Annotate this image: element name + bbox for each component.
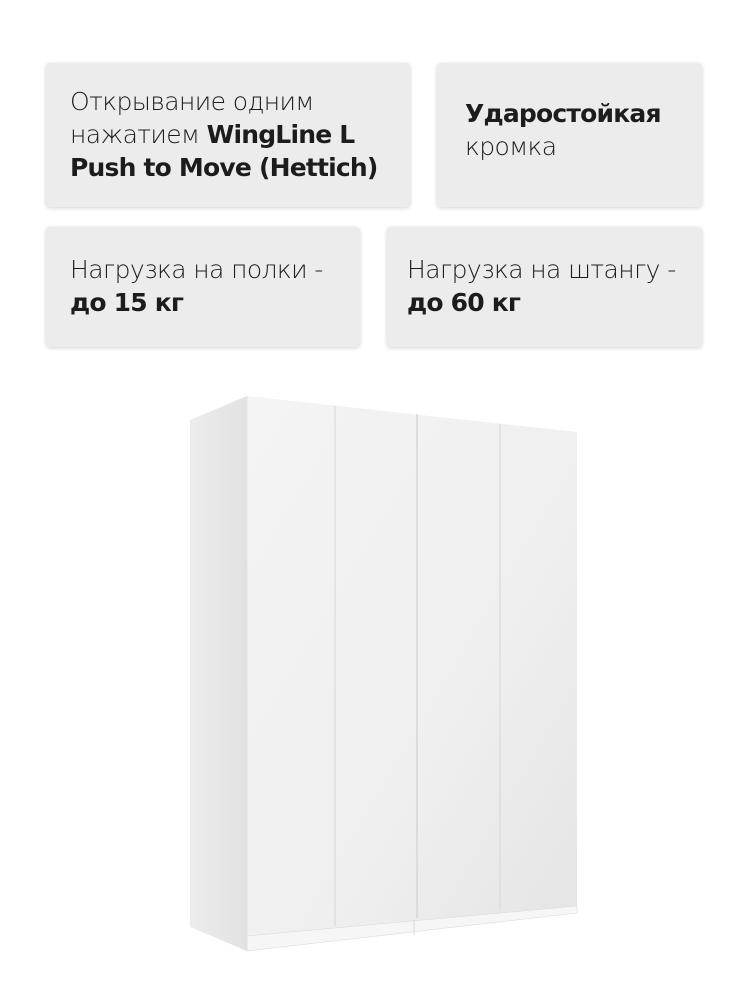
feature-text: Ударостойкая кромка — [465, 97, 662, 163]
feature-highlight: WingLine L — [206, 120, 356, 149]
feature-card-shelf-load: Нагрузка на полки - до 15 кг — [46, 227, 360, 347]
feature-text: Нагрузка на штангу - до 60 кг — [407, 253, 676, 319]
feature-line: кромка — [465, 132, 557, 161]
feature-highlight: Ударостойкая — [465, 99, 662, 128]
feature-card-push-to-move: Открывание одним нажатием WingLine L Pus… — [46, 63, 410, 207]
feature-highlight: до 60 кг — [407, 288, 521, 317]
feature-highlight: до 15 кг — [70, 288, 184, 317]
wardrobe-side-panel — [190, 396, 247, 951]
feature-card-rod-load: Нагрузка на штангу - до 60 кг — [387, 227, 702, 347]
feature-line: Нагрузка на штангу - — [407, 255, 676, 284]
feature-card-edge: Ударостойкая кромка — [437, 63, 702, 207]
feature-line: Открывание одним — [70, 87, 314, 116]
feature-highlight: Push to Move (Hettich) — [70, 153, 378, 182]
feature-line: Нагрузка на полки - — [70, 255, 323, 284]
feature-line: нажатием — [70, 120, 207, 149]
wardrobe-front — [247, 396, 577, 951]
feature-text: Открывание одним нажатием WingLine L Pus… — [70, 85, 378, 184]
feature-text: Нагрузка на полки - до 15 кг — [70, 253, 323, 319]
